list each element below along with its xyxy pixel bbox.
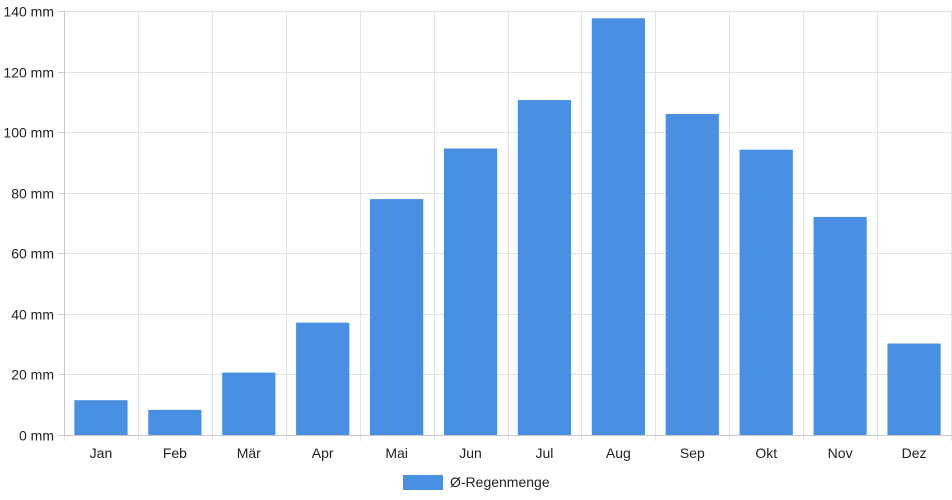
bar-jun[interactable] (443, 148, 498, 436)
grid-lines (64, 11, 952, 441)
legend-label[interactable]: Ø-Regenmenge (450, 474, 550, 490)
x-tick-label: Mai (385, 445, 408, 461)
axes (64, 11, 951, 436)
bar-jan[interactable] (74, 400, 128, 435)
bar-sep[interactable] (665, 113, 719, 435)
bar-dez[interactable] (887, 343, 941, 435)
x-tick-label: Sep (680, 445, 705, 461)
x-tick-label: Feb (163, 445, 187, 461)
y-tick-label: 60 mm (11, 246, 54, 262)
x-tick-label: Jan (90, 445, 113, 461)
y-tick-label: 120 mm (3, 65, 54, 81)
bar-apr[interactable] (296, 322, 350, 435)
bar-okt[interactable] (739, 149, 793, 435)
bars (74, 18, 941, 436)
x-tick-label: Aug (606, 445, 631, 461)
y-tick-label: 40 mm (11, 307, 54, 323)
x-axis-ticks: Jan Feb Mär Apr Mai Jun Jul Aug Sep Okt Nov Dez (90, 445, 927, 461)
x-tick-label: Jul (536, 445, 554, 461)
x-tick-label: Dez (902, 445, 927, 461)
x-tick-label: Okt (755, 445, 777, 461)
y-tick-label: 100 mm (3, 125, 54, 141)
x-tick-label: Apr (312, 445, 334, 461)
legend[interactable]: Ø-Regenmenge (403, 474, 550, 490)
x-tick-label: Mär (237, 445, 261, 461)
bar-aug[interactable] (591, 18, 645, 436)
bar-mär[interactable] (222, 372, 276, 435)
y-tick-label: 20 mm (11, 367, 54, 383)
x-tick-label: Jun (459, 445, 482, 461)
legend-swatch[interactable] (403, 475, 443, 490)
y-tick-label: 0 mm (19, 428, 54, 444)
bar-jul[interactable] (517, 100, 572, 435)
bar-feb[interactable] (148, 409, 202, 435)
bar-mai[interactable] (370, 199, 424, 435)
bar-nov[interactable] (813, 216, 867, 435)
y-tick-label: 80 mm (11, 186, 54, 202)
y-tick-label: 140 mm (3, 4, 54, 20)
y-axis-ticks: 0 mm 20 mm 40 mm 60 mm 80 mm 100 mm 120 mm 140 … (3, 4, 64, 444)
x-tick-label: Nov (828, 445, 853, 461)
